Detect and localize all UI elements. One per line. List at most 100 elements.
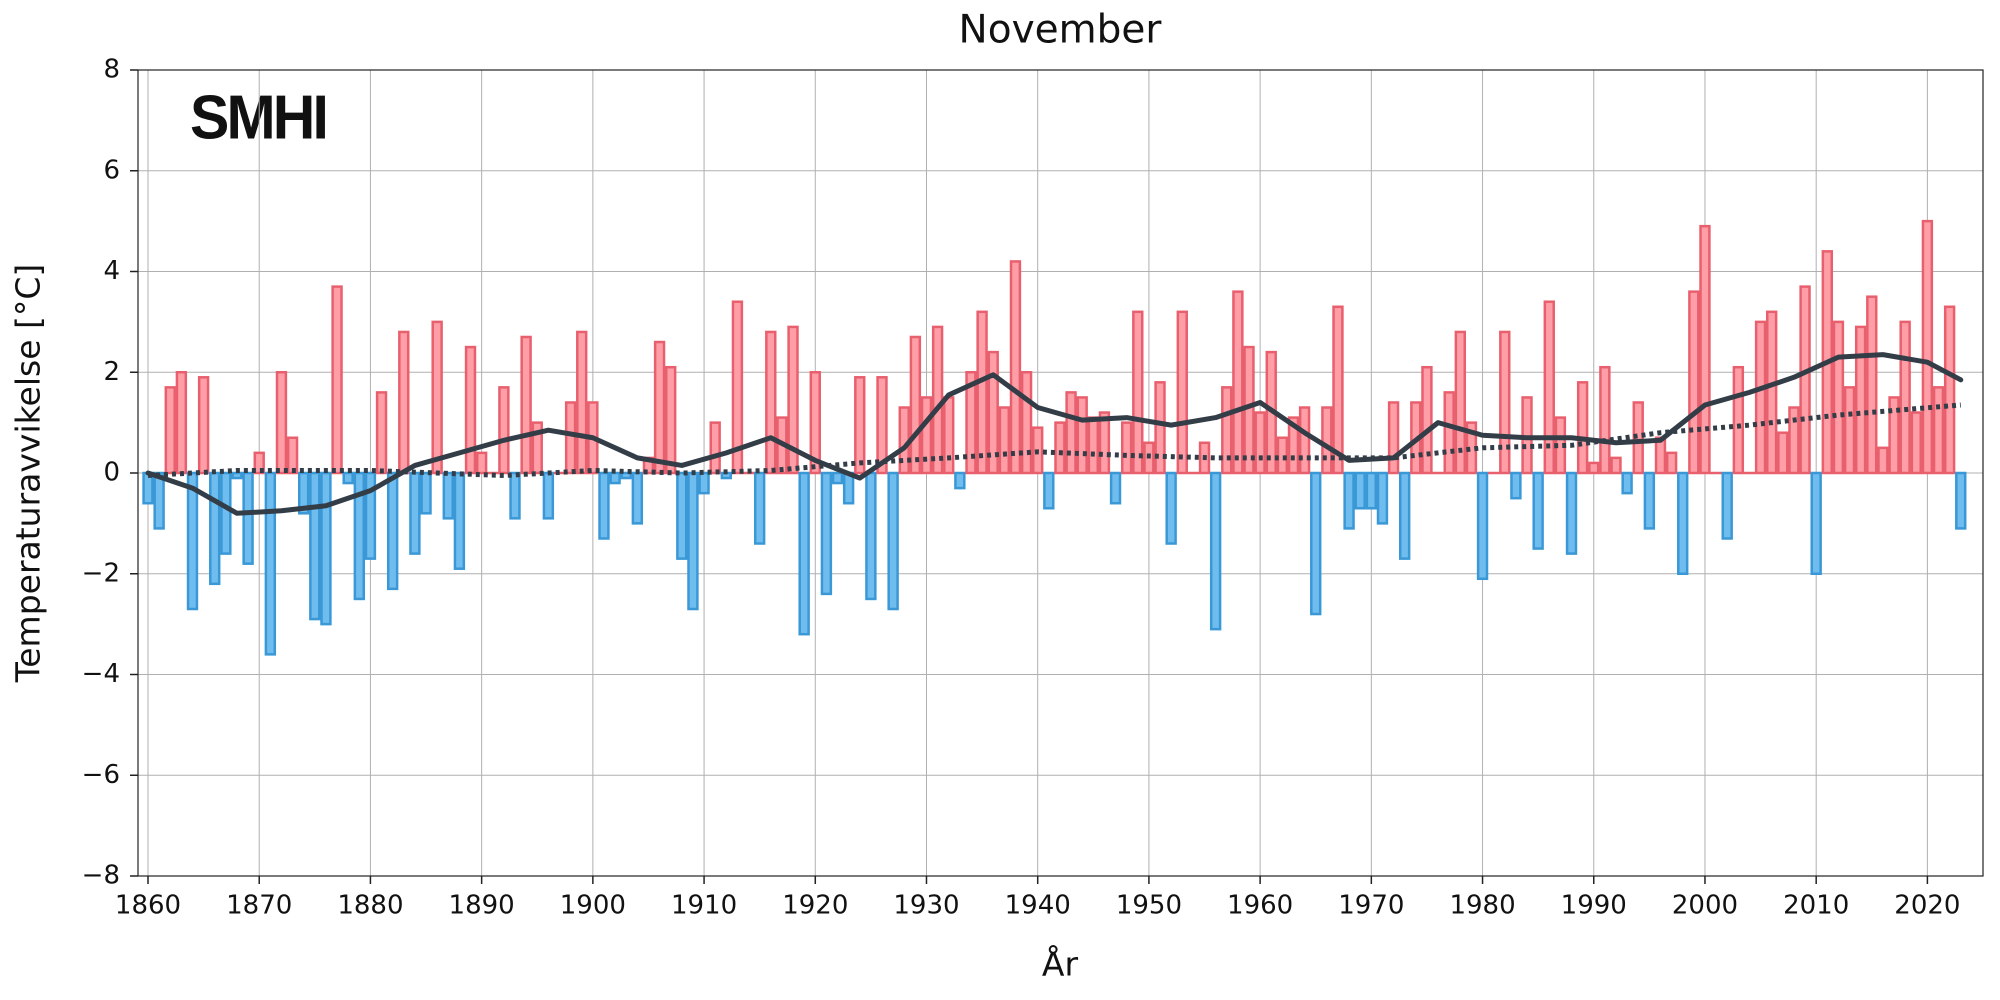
bar xyxy=(665,365,677,475)
bar xyxy=(1020,371,1033,475)
x-tick-label: 1970 xyxy=(1338,891,1404,921)
bar xyxy=(520,335,532,475)
bar xyxy=(309,471,321,621)
bar xyxy=(1076,396,1088,475)
y-tick-label: −8 xyxy=(82,861,120,891)
x-tick-label: 1950 xyxy=(1116,891,1182,921)
bar xyxy=(709,421,721,475)
x-tick-label: 2010 xyxy=(1783,891,1849,921)
bar xyxy=(1421,365,1433,475)
bar xyxy=(209,471,221,586)
bar xyxy=(1576,381,1589,475)
bar xyxy=(1243,345,1255,475)
bar xyxy=(576,330,588,475)
bar xyxy=(698,471,710,495)
bar xyxy=(1599,365,1611,475)
bar xyxy=(1087,416,1100,475)
x-tick-label: 1910 xyxy=(671,891,737,921)
y-tick-label: −6 xyxy=(82,760,120,790)
bar xyxy=(1365,471,1378,510)
bar xyxy=(386,471,399,591)
bar xyxy=(286,436,299,475)
bar xyxy=(631,471,644,525)
x-tick-label: 2020 xyxy=(1894,891,1960,921)
x-tick-label: 1990 xyxy=(1561,891,1627,921)
bar xyxy=(186,471,199,611)
bar xyxy=(264,471,277,656)
bar xyxy=(1443,391,1455,475)
bar xyxy=(1276,436,1289,475)
bar xyxy=(1654,436,1667,475)
bar xyxy=(876,376,888,475)
y-tick-label: −4 xyxy=(82,659,120,689)
bar xyxy=(1109,471,1122,505)
bar xyxy=(275,371,288,475)
y-axis-label: Temperaturavvikelse [°C] xyxy=(9,264,48,684)
bar xyxy=(831,471,844,485)
bar xyxy=(1209,471,1222,631)
x-tick-label: 1960 xyxy=(1227,891,1293,921)
bar xyxy=(453,471,466,570)
bar xyxy=(1399,471,1411,560)
bar xyxy=(431,320,443,475)
bar xyxy=(1532,471,1544,550)
bar xyxy=(798,471,810,636)
bar xyxy=(1176,310,1188,475)
bar xyxy=(987,350,999,475)
bar xyxy=(1009,260,1022,475)
bar xyxy=(353,471,366,601)
bar xyxy=(1765,310,1778,475)
bar xyxy=(1799,285,1811,475)
bar xyxy=(1165,471,1177,545)
plot-frame xyxy=(137,69,1984,877)
bar xyxy=(1621,471,1633,495)
bar xyxy=(687,471,699,611)
bar xyxy=(598,471,610,540)
bar xyxy=(1120,421,1133,475)
bar xyxy=(1287,416,1300,475)
bar xyxy=(298,471,310,515)
bar xyxy=(931,325,944,475)
bar xyxy=(1499,330,1511,475)
bar xyxy=(1343,471,1355,530)
bar xyxy=(865,471,877,601)
x-tick-label: 1980 xyxy=(1449,891,1515,921)
bar xyxy=(409,471,421,555)
x-tick-label: 1860 xyxy=(115,891,181,921)
bar xyxy=(375,391,388,475)
bar xyxy=(909,335,922,475)
bar xyxy=(1543,300,1555,475)
bar xyxy=(220,471,232,555)
bar xyxy=(1387,401,1400,475)
bar xyxy=(854,376,866,475)
x-tick-label: 1870 xyxy=(226,891,292,921)
bar xyxy=(1688,290,1700,475)
bar xyxy=(253,451,265,475)
x-axis-label: År xyxy=(1042,944,1079,984)
bar xyxy=(475,451,488,475)
bar xyxy=(787,325,799,475)
trend-line xyxy=(147,402,1961,479)
bar xyxy=(442,471,454,520)
bar xyxy=(509,471,521,520)
bar xyxy=(197,376,210,475)
bar xyxy=(542,471,555,520)
bar xyxy=(1888,396,1900,475)
bar xyxy=(1565,471,1578,555)
bar xyxy=(331,285,343,475)
bar xyxy=(1221,386,1233,475)
bar xyxy=(1921,219,1934,475)
bar xyxy=(1899,320,1911,475)
x-tick-label: 2000 xyxy=(1672,891,1738,921)
bar xyxy=(320,471,332,626)
bar xyxy=(1321,406,1333,475)
y-tick-label: −2 xyxy=(82,558,120,588)
x-tick-label: 1930 xyxy=(893,891,959,921)
bar xyxy=(1476,471,1489,581)
bar xyxy=(1454,330,1467,475)
bar xyxy=(1132,310,1144,475)
bar xyxy=(1910,411,1922,475)
y-tick-label: 0 xyxy=(103,458,120,488)
bar xyxy=(976,310,988,475)
